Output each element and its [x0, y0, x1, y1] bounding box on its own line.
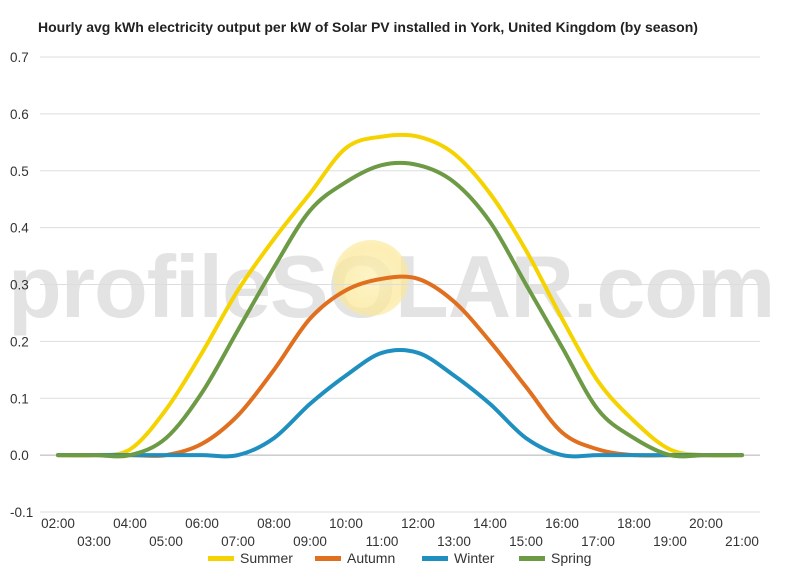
legend-swatch: [422, 555, 448, 561]
x-tick-label: 16:00: [545, 516, 579, 531]
y-tick-label: 0.7: [10, 50, 29, 65]
x-tick-label: 02:00: [41, 516, 75, 531]
x-tick-label: 05:00: [149, 534, 183, 548]
legend-label: Winter: [454, 550, 495, 566]
x-tick-label: 12:00: [401, 516, 435, 531]
x-tick-label: 10:00: [329, 516, 363, 531]
x-tick-label: 17:00: [581, 534, 615, 548]
series-line-autumn: [56, 274, 744, 458]
x-tick-label: 20:00: [689, 516, 723, 531]
x-tick-label: 06:00: [185, 516, 219, 531]
x-tick-label: 09:00: [293, 534, 327, 548]
legend-swatch: [519, 555, 545, 561]
x-tick-label: 18:00: [617, 516, 651, 531]
x-tick-label: 13:00: [437, 534, 471, 548]
series-line-winter: [56, 347, 744, 459]
chart-area: -0.10.00.10.20.30.40.50.60.7 02:0003:000…: [10, 50, 760, 548]
y-tick-label: -0.1: [10, 505, 33, 520]
y-tick-label: 0.2: [10, 334, 29, 349]
x-tick-label: 14:00: [473, 516, 507, 531]
x-tick-label: 07:00: [221, 534, 255, 548]
legend-label: Spring: [551, 550, 592, 566]
legend-item-spring: Spring: [519, 548, 591, 568]
legend-swatch: [315, 555, 341, 561]
series-line-summer: [56, 132, 744, 458]
x-tick-label: 11:00: [366, 534, 399, 548]
y-tick-label: 0.3: [10, 278, 29, 293]
y-tick-label: 0.5: [10, 164, 29, 179]
chart-title: Hourly avg kWh electricity output per kW…: [38, 19, 698, 35]
x-tick-label: 19:00: [653, 534, 687, 548]
y-tick-label: 0.6: [10, 107, 29, 122]
x-tick-label: 03:00: [77, 534, 111, 548]
x-tick-label: 21:00: [725, 534, 759, 548]
y-tick-label: 0.1: [10, 391, 29, 406]
legend-item-autumn: Autumn: [315, 548, 395, 568]
legend-label: Autumn: [347, 550, 396, 566]
y-tick-label: 0.4: [10, 221, 29, 236]
legend-item-summer: Summer: [208, 548, 293, 568]
series-line-spring: [56, 160, 744, 459]
x-tick-label: 04:00: [113, 516, 147, 531]
legend: Summer Autumn Winter Spring: [0, 548, 800, 568]
legend-swatch: [208, 555, 234, 561]
x-tick-label: 15:00: [509, 534, 543, 548]
y-tick-label: 0.0: [10, 448, 29, 463]
legend-label: Summer: [240, 550, 293, 566]
legend-item-winter: Winter: [422, 548, 494, 568]
x-tick-label: 08:00: [257, 516, 291, 531]
